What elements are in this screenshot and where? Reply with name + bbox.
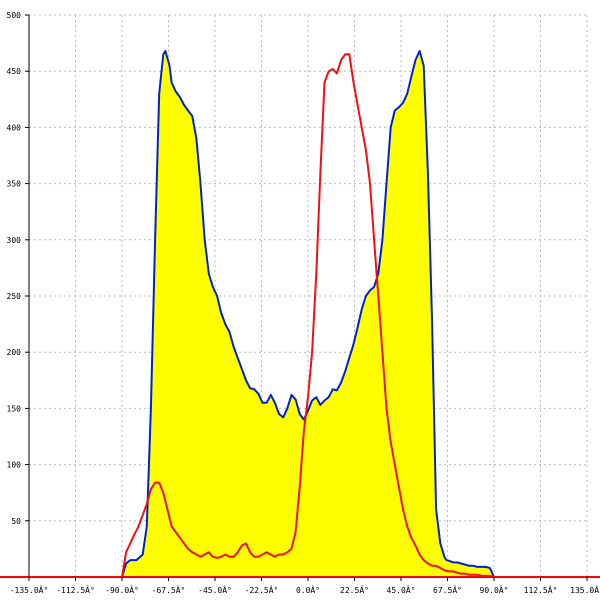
x-tick-label: 22.5Â° — [340, 584, 369, 595]
x-tick-label: 45.0Â° — [387, 584, 416, 595]
y-tick-label: 500 — [7, 11, 22, 20]
y-tick-label: 450 — [7, 67, 22, 76]
x-tick-label: -67.5Â° — [152, 584, 186, 595]
y-tick-label: 50 — [11, 517, 21, 526]
y-tick-label: 150 — [7, 404, 22, 413]
x-tick-label: -112.5Â° — [56, 584, 95, 595]
axes — [0, 14, 600, 581]
y-tick-label: 200 — [7, 348, 22, 357]
x-tick-label: -135.0Â° — [10, 584, 49, 595]
tick-labels: 50 100 150 200 250 300 350 400 450 500 -135.0Â° -11… — [7, 11, 600, 595]
y-tick-label: 300 — [7, 236, 22, 245]
x-tick-label: 135.0Â° — [570, 584, 600, 595]
y-tick-label: 250 — [7, 292, 22, 301]
y-tick-label: 100 — [7, 461, 22, 470]
x-tick-label: -22.5Â° — [245, 584, 279, 595]
x-tick-label: 112.5Â° — [524, 584, 558, 595]
x-tick-label: 67.5Â° — [433, 584, 462, 595]
x-tick-label: -45.0Â° — [198, 584, 232, 595]
x-tick-label: -90.0Â° — [105, 584, 139, 595]
series-area-fill — [122, 51, 494, 577]
series-area-outline — [121, 50, 495, 578]
series-red-line — [121, 53, 495, 578]
y-tick-label: 400 — [7, 123, 22, 132]
y-tick-label: 350 — [7, 180, 22, 189]
x-tick-label: 0.0Â° — [296, 584, 320, 595]
x-tick-label: 90.0Â° — [480, 584, 509, 595]
